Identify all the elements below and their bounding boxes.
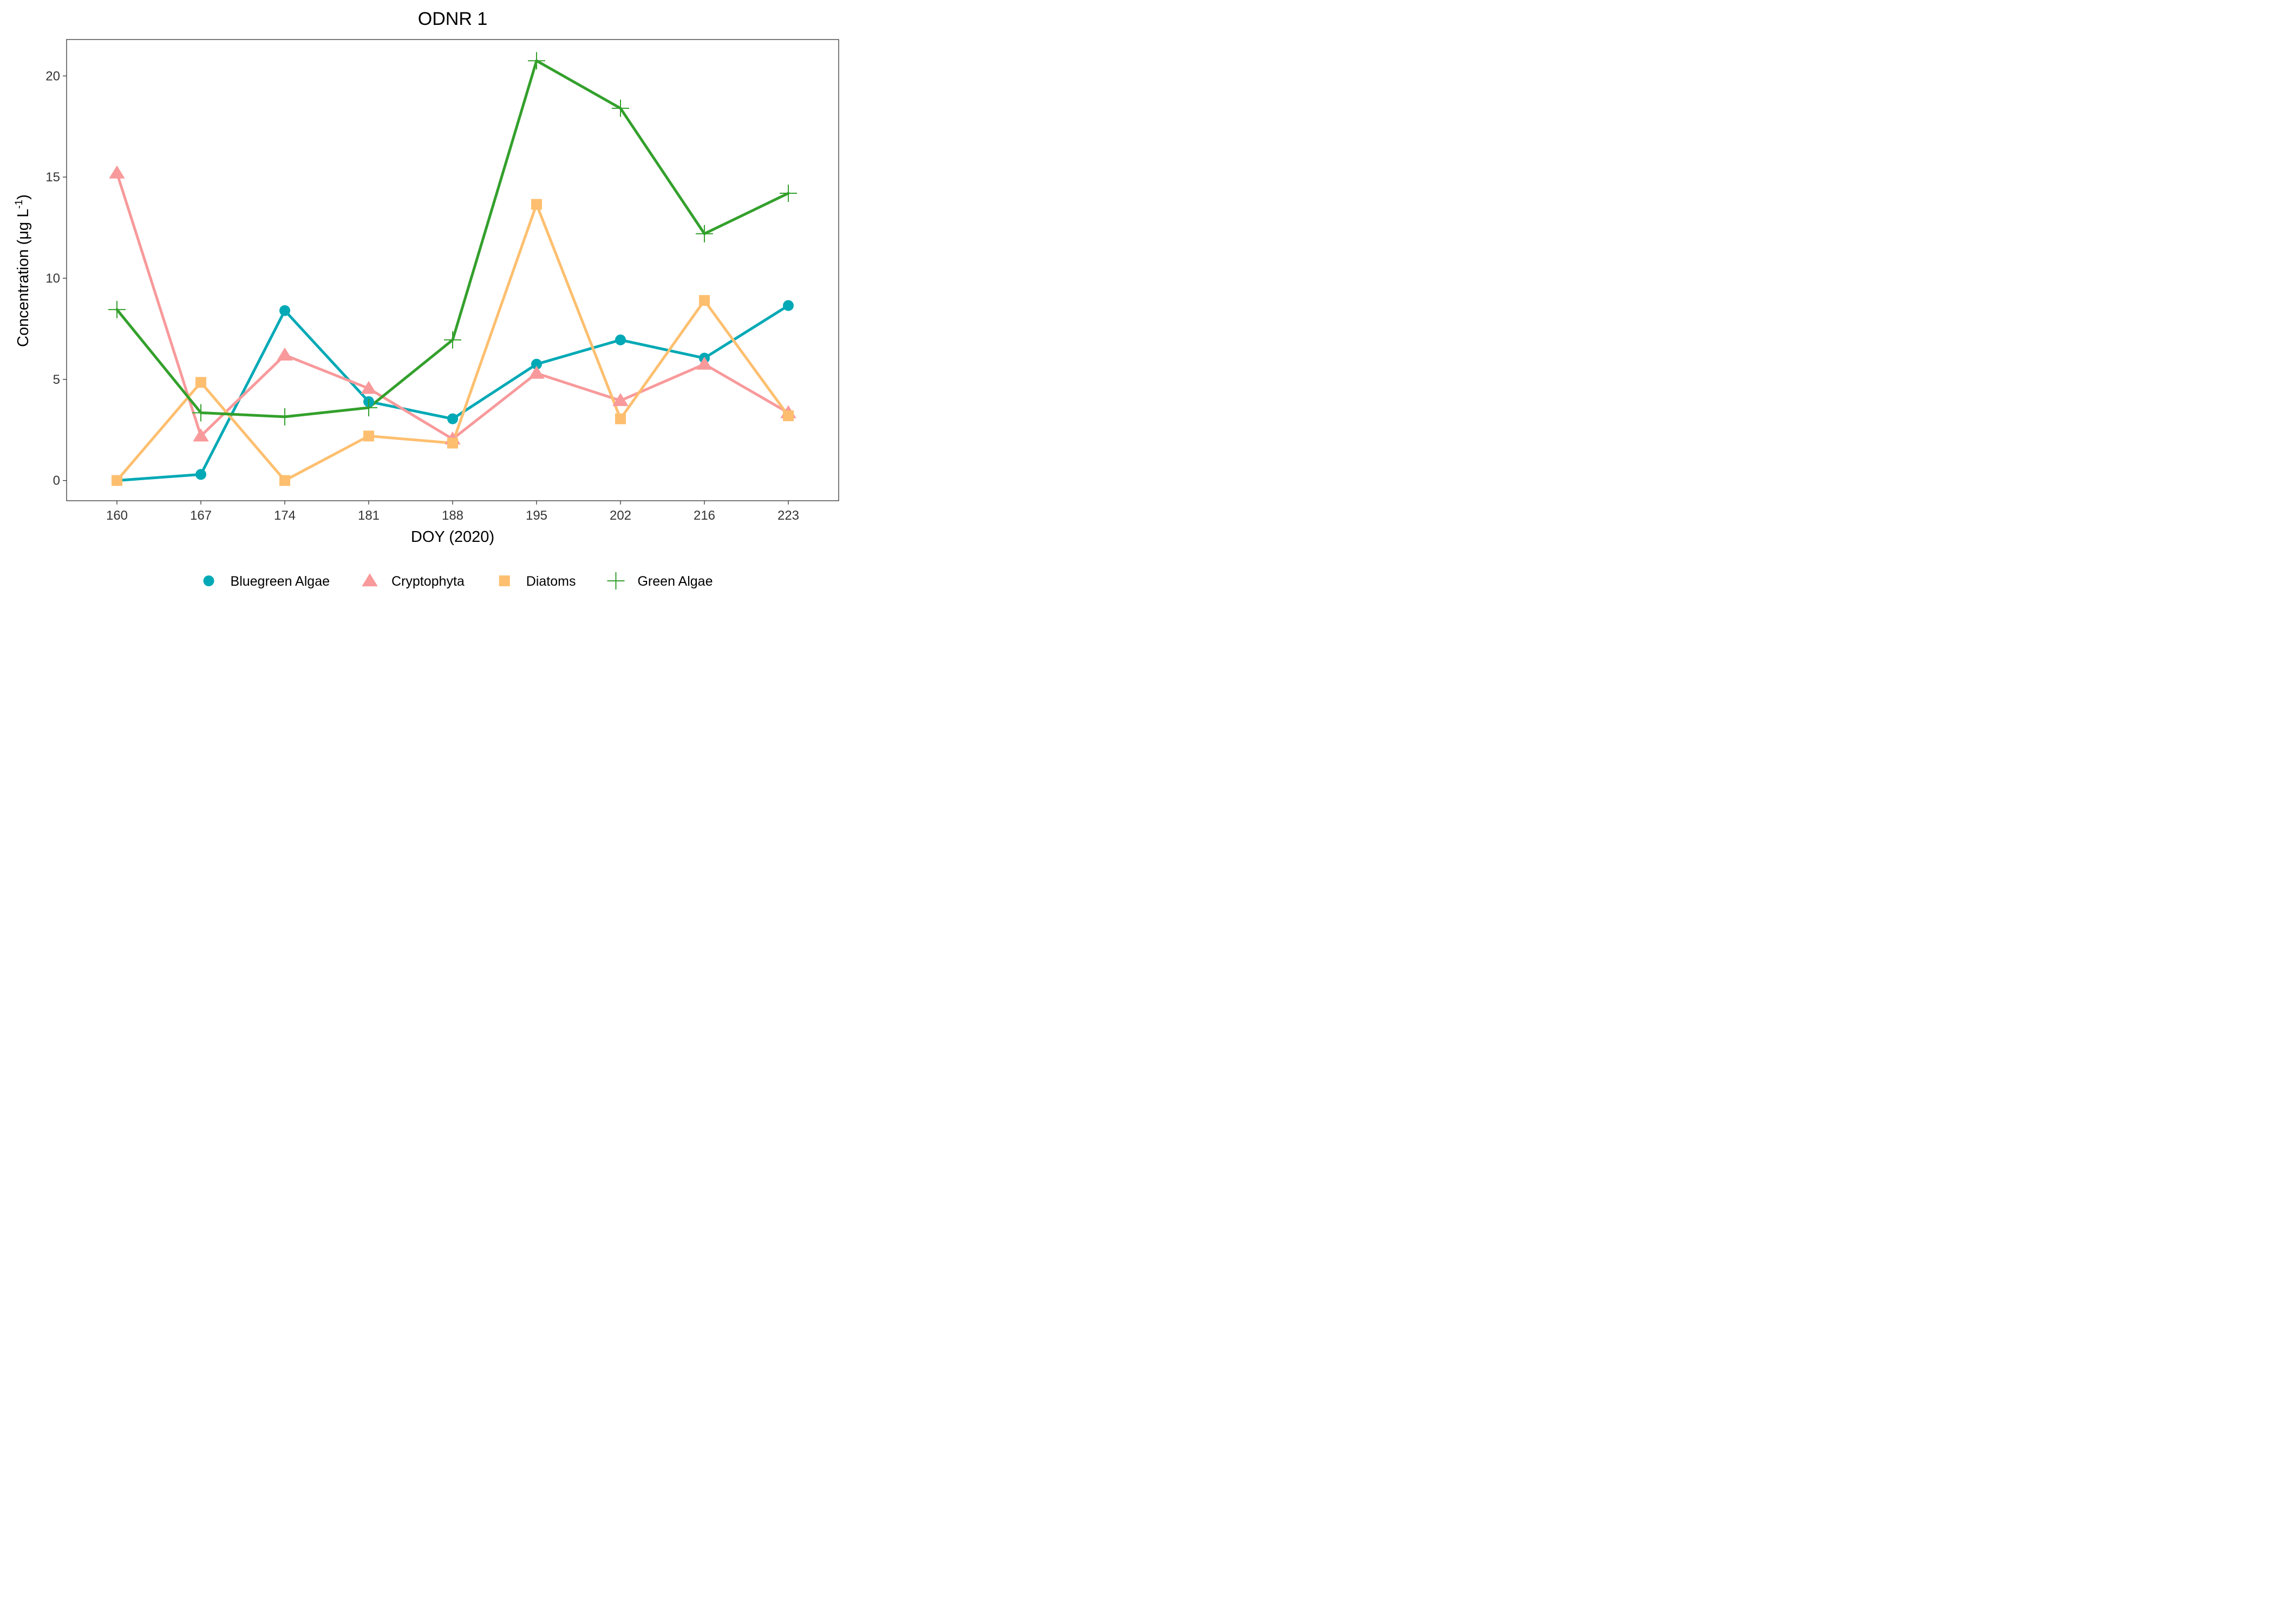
data-point-diatoms: [783, 410, 794, 422]
x-tick-label: 167: [190, 508, 212, 523]
x-tick-label: 188: [442, 508, 463, 523]
chart-title: ODNR 1: [418, 9, 487, 29]
data-point-diatoms: [531, 199, 542, 210]
x-tick-label: 216: [694, 508, 715, 523]
data-point-green-algae: [444, 331, 461, 349]
data-point-green-algae: [192, 404, 210, 422]
y-tick-label: 5: [53, 372, 60, 387]
data-point-cryptophyta: [361, 381, 377, 394]
legend-label: Cryptophyta: [391, 574, 465, 589]
x-tick-label: 223: [777, 508, 799, 523]
legend-label: Diatoms: [526, 574, 576, 589]
data-point-green-algae: [612, 100, 629, 117]
y-tick-label: 0: [53, 474, 60, 488]
legend-key-cryptophyta: [362, 573, 378, 587]
legend-item-diatoms: Diatoms: [499, 574, 576, 589]
data-point-diatoms: [112, 475, 122, 486]
legend-label: Green Algae: [637, 574, 713, 589]
legend-item-green-algae: Green Algae: [607, 572, 713, 590]
y-tick-label: 15: [45, 170, 60, 185]
series-points-diatoms: [112, 199, 794, 486]
chart: ODNR 1 0 5 10 15 20 160 167 174 181 188 195 202 216…: [0, 0, 849, 598]
data-point-green-algae: [360, 399, 377, 417]
y-tick-label: 10: [45, 271, 60, 286]
legend: Bluegreen Algae Cryptophyta Diatoms Green A…: [203, 572, 713, 590]
data-point-green-algae: [528, 52, 545, 70]
data-point-cryptophyta: [193, 428, 209, 442]
legend-key-diatoms: [499, 575, 510, 586]
legend-label: Bluegreen Algae: [231, 574, 330, 589]
y-axis-title-prefix: Concentration (μg L: [15, 209, 32, 347]
y-axis-title-suffix: ): [15, 194, 32, 200]
data-point-cryptophyta: [109, 165, 125, 179]
data-point-cryptophyta: [612, 393, 629, 407]
y-axis-title: Concentration (μg L-1): [14, 194, 32, 347]
data-point-diatoms: [363, 430, 374, 442]
data-point-green-algae: [696, 225, 713, 243]
data-point-green-algae: [276, 408, 293, 425]
x-tick-label: 195: [526, 508, 547, 523]
data-point-diatoms: [279, 475, 290, 486]
data-point-bluegreen-algae: [447, 413, 458, 424]
y-tick-label: 20: [45, 69, 60, 83]
data-point-diatoms: [699, 295, 710, 306]
legend-key-bluegreen-algae: [203, 575, 214, 586]
series-points-green-algae: [108, 52, 797, 425]
data-point-cryptophyta: [696, 356, 713, 370]
data-point-bluegreen-algae: [195, 469, 206, 480]
x-axis: 160 167 174 181 188 195 202 216 223: [106, 501, 799, 523]
data-point-diatoms: [615, 413, 626, 424]
data-point-cryptophyta: [528, 365, 545, 379]
data-point-bluegreen-algae: [615, 334, 626, 345]
x-tick-label: 174: [274, 508, 296, 523]
x-tick-label: 202: [610, 508, 631, 523]
data-point-bluegreen-algae: [783, 300, 794, 311]
y-axis: 0 5 10 15 20: [45, 69, 67, 488]
legend-key-green-algae: [607, 572, 625, 590]
data-point-cryptophyta: [277, 347, 293, 361]
y-axis-title-superscript: -1: [14, 200, 25, 209]
x-axis-title: DOY (2020): [411, 528, 494, 546]
data-point-green-algae: [108, 300, 126, 318]
series-layer: [108, 52, 797, 486]
data-point-green-algae: [780, 185, 797, 202]
data-point-diatoms: [447, 437, 458, 449]
data-point-bluegreen-algae: [531, 358, 542, 370]
legend-item-bluegreen-algae: Bluegreen Algae: [203, 574, 330, 589]
data-point-diatoms: [195, 377, 206, 388]
legend-item-cryptophyta: Cryptophyta: [362, 573, 465, 589]
x-tick-label: 181: [358, 508, 380, 523]
x-tick-label: 160: [106, 508, 128, 523]
data-point-bluegreen-algae: [279, 305, 290, 316]
series-points-cryptophyta: [109, 165, 796, 445]
